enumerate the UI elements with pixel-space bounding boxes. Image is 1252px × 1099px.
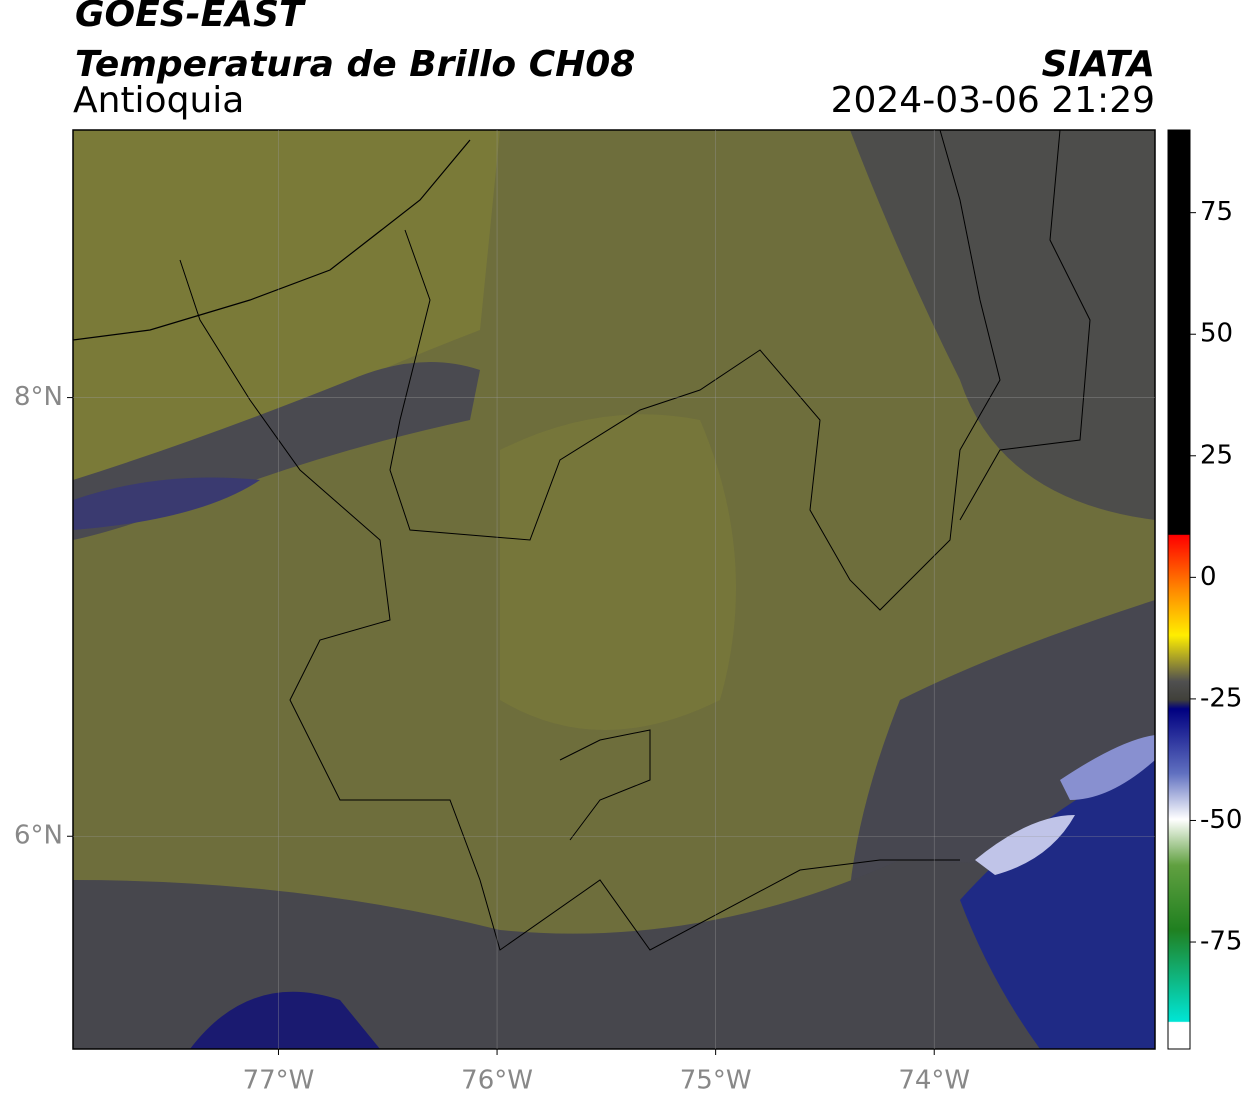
region: Antioquia xyxy=(73,80,244,121)
colorbar xyxy=(1167,129,1191,1050)
colorbar-tick-label: 25 xyxy=(1200,440,1233,470)
source: SIATA xyxy=(1042,44,1155,85)
y-tick-label: 6°N xyxy=(14,821,63,851)
x-tick-label: 75°W xyxy=(680,1066,752,1096)
x-tick-label: 74°W xyxy=(898,1066,970,1096)
map-frame xyxy=(72,129,1156,1050)
map-field xyxy=(73,130,1155,1049)
colorbar-tick-label: -75 xyxy=(1200,927,1242,957)
satellite: GOES-EAST xyxy=(75,0,306,35)
colorbar-tick-label: -50 xyxy=(1200,805,1242,835)
colorbar-tick-label: 50 xyxy=(1200,319,1233,349)
timestamp: 2024-03-06 21:29 xyxy=(831,80,1155,121)
colorbar-tick-label: 0 xyxy=(1200,562,1217,592)
colorbar-tick-label: 75 xyxy=(1200,197,1233,227)
y-tick-label: 8°N xyxy=(14,382,63,412)
x-tick-label: 76°W xyxy=(461,1066,533,1096)
x-tick-label: 77°W xyxy=(243,1066,315,1096)
colorbar-tick-label: -25 xyxy=(1200,683,1242,713)
product: Temperatura de Brillo CH08 xyxy=(75,44,635,85)
